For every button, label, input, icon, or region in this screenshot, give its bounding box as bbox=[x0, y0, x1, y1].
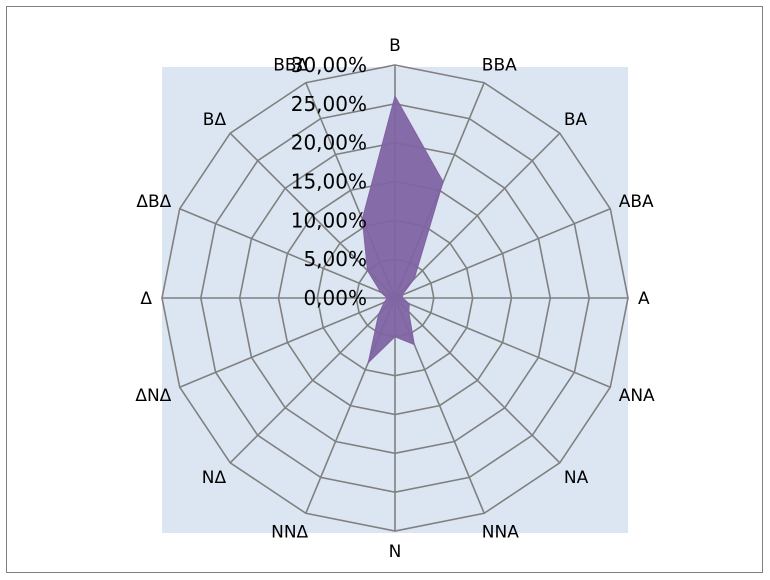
direction-label: ΔNΔ bbox=[135, 386, 171, 406]
tick-label: 10,00% bbox=[291, 208, 367, 232]
direction-labels: B BBA BA ABA A ANA NA NNA N NNΔ NΔ ΔNΔ Δ ΔΒΔ ΒΔ ΒΒΔ bbox=[135, 36, 655, 562]
direction-label: NΔ bbox=[202, 468, 227, 488]
direction-label: B bbox=[389, 36, 401, 56]
direction-label: BBA bbox=[482, 55, 517, 75]
tick-label: 20,00% bbox=[291, 131, 367, 155]
tick-label: 0,00% bbox=[303, 286, 367, 310]
tick-labels: 0,00% 5,00% 10,00% 15,00% 20,00% 25,00% 30,00% bbox=[291, 53, 367, 310]
tick-label: 30,00% bbox=[291, 53, 367, 77]
direction-label: ΒΔ bbox=[203, 110, 227, 130]
grid-spoke bbox=[179, 297, 396, 388]
grid-spoke bbox=[394, 208, 611, 299]
direction-label: NNΔ bbox=[271, 523, 308, 543]
direction-label: ABA bbox=[619, 192, 654, 212]
direction-label: ΒΒΔ bbox=[273, 55, 308, 75]
direction-label: A bbox=[638, 289, 650, 309]
direction-label: ANA bbox=[619, 386, 655, 406]
grid-spoke bbox=[179, 208, 396, 299]
grid-spoke bbox=[394, 297, 611, 388]
direction-label: NA bbox=[564, 468, 589, 488]
tick-label: 15,00% bbox=[291, 170, 367, 194]
grid-spoke bbox=[229, 297, 396, 464]
direction-label: NNA bbox=[482, 523, 519, 543]
direction-label: BA bbox=[564, 110, 588, 130]
tick-label: 5,00% bbox=[303, 247, 367, 271]
grid-spoke bbox=[394, 132, 561, 299]
tick-label: 25,00% bbox=[291, 92, 367, 116]
grid-spoke bbox=[394, 297, 561, 464]
direction-label: Δ bbox=[140, 289, 152, 309]
series-layer bbox=[361, 94, 444, 365]
direction-label: ΔΒΔ bbox=[136, 192, 171, 212]
direction-label: N bbox=[389, 542, 402, 562]
